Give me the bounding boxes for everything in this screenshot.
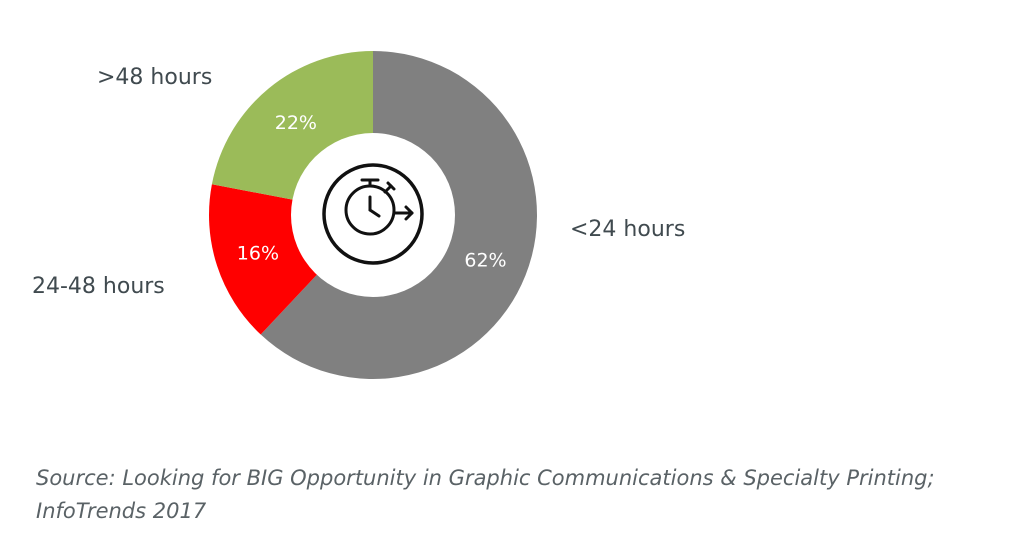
value-label-gt48: 22% <box>275 112 317 134</box>
stopwatch-icon <box>322 163 424 265</box>
category-label-24-48: 24-48 hours <box>32 274 165 299</box>
category-label-gt48: >48 hours <box>97 65 212 90</box>
value-label-24-48: 16% <box>237 242 279 264</box>
value-label-lt24: 62% <box>464 250 506 272</box>
donut-hole <box>291 133 455 297</box>
slice-value-labels: 62% 16% 22% <box>237 112 507 272</box>
category-label-lt24: <24 hours <box>570 217 685 242</box>
source-note: Source: Looking for BIG Opportunity in G… <box>36 466 935 523</box>
